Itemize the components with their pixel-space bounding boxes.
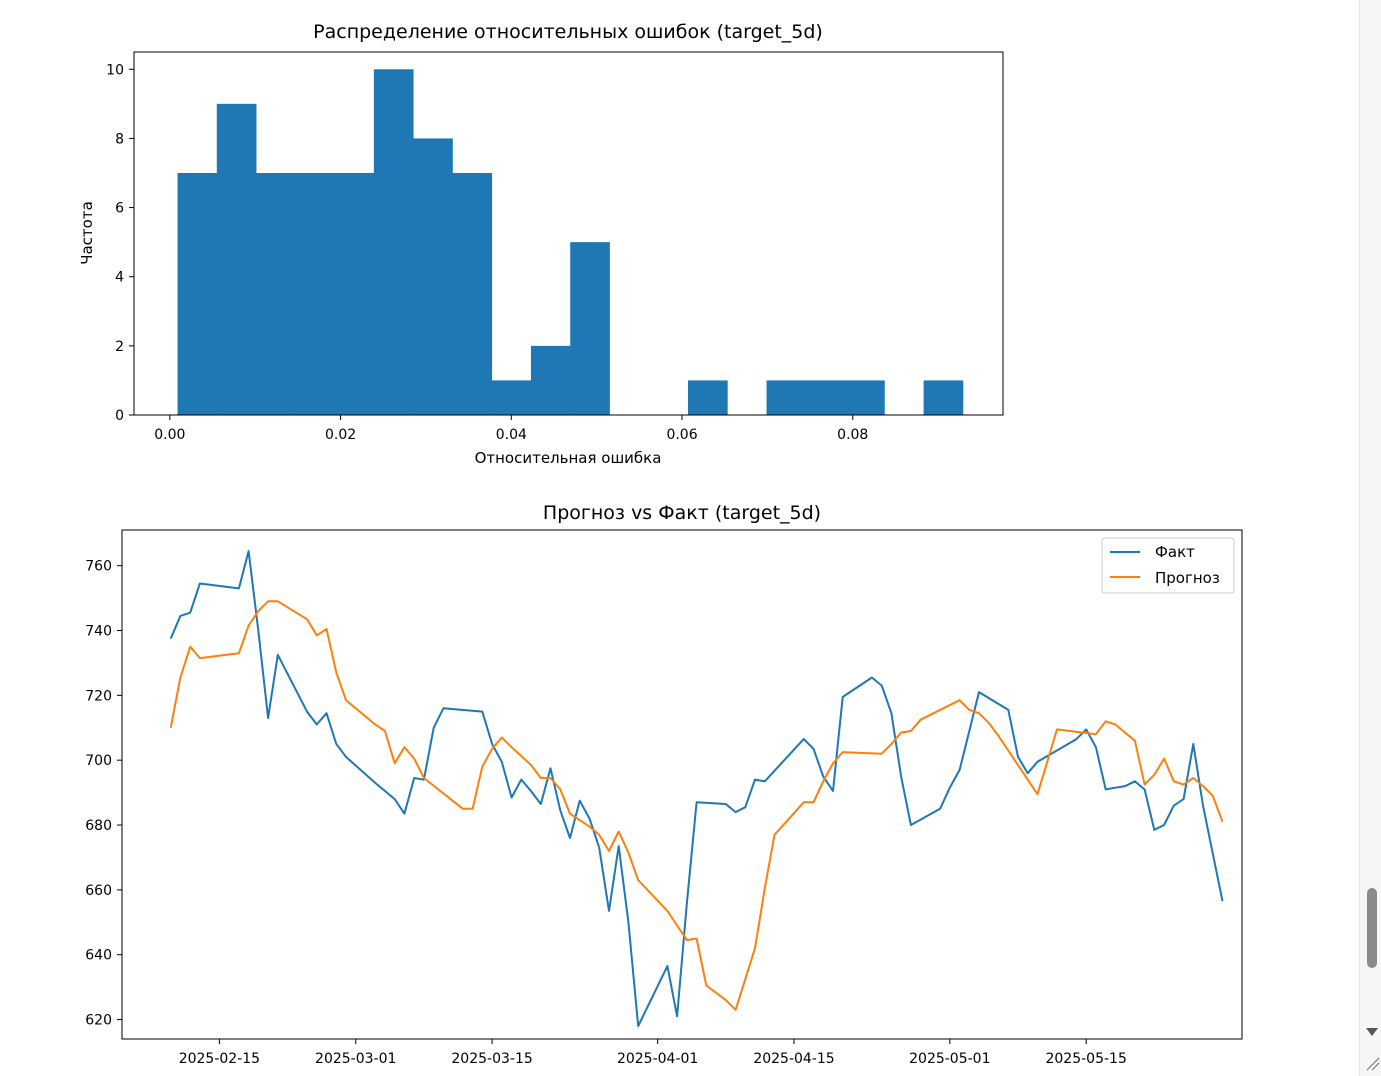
resize-grip-line-1 [1366, 1057, 1380, 1071]
line-chart-y-ticks: 620 640 660 680 700 720 740 760 [85, 559, 122, 1029]
histogram-y-tick-label: 2 [115, 339, 124, 355]
histogram-bar [766, 380, 807, 415]
histogram-bar [923, 380, 964, 415]
histogram-bar [295, 173, 336, 415]
histogram-y-tick-label: 0 [115, 408, 124, 424]
legend: Факт Прогноз [1101, 537, 1235, 594]
line-chart: Прогноз vs Факт (target_5d) 2025-02-15 20… [85, 502, 1243, 1067]
histogram-bars [177, 69, 964, 416]
histogram-chart: Распределение относительных ошибок (targ… [78, 21, 1004, 467]
line-chart-axes-frame [121, 529, 1243, 1040]
line-chart-x-tick-label: 2025-03-15 [451, 1051, 532, 1067]
histogram-bar [845, 380, 885, 415]
line-chart-y-tick-label: 680 [85, 818, 112, 834]
line-chart-x-ticks: 2025-02-15 2025-03-01 2025-03-15 2025-04-01… [179, 1039, 1127, 1067]
resize-grip-line-2 [1371, 1062, 1380, 1071]
legend-fact-label: Факт [1155, 543, 1195, 561]
series-line-forecast [169, 600, 1224, 1011]
line-chart-x-tick-label: 2025-04-01 [617, 1051, 698, 1067]
histogram-y-tick-label: 8 [115, 131, 124, 147]
line-chart-x-tick-label: 2025-02-15 [179, 1051, 260, 1067]
histogram-bar [530, 345, 571, 415]
legend-forecast-label: Прогноз [1155, 569, 1220, 587]
histogram-bar [570, 242, 610, 415]
histogram-axes-frame [133, 51, 1004, 416]
histogram-x-ticks: 0.00 0.02 0.04 0.06 0.08 [154, 415, 868, 443]
scroll-down-arrow-icon[interactable] [1366, 1028, 1378, 1036]
line-chart-y-tick-label: 620 [85, 1013, 112, 1029]
histogram-bar [491, 380, 532, 415]
histogram-bar [805, 380, 846, 415]
histogram-y-tick-label: 10 [106, 62, 124, 78]
line-chart-y-tick-label: 740 [85, 624, 112, 640]
histogram-y-tick-label: 4 [115, 270, 124, 286]
histogram-x-tick-label: 0.00 [154, 427, 185, 443]
line-chart-y-tick-label: 700 [85, 753, 112, 769]
histogram-bar [688, 380, 728, 415]
histogram-bar [177, 173, 218, 415]
line-chart-y-tick-label: 660 [85, 883, 112, 899]
line-chart-x-tick-label: 2025-03-01 [315, 1051, 396, 1067]
histogram-bar [452, 173, 493, 415]
line-chart-x-tick-label: 2025-04-15 [753, 1051, 834, 1067]
histogram-bar [413, 138, 453, 415]
line-chart-x-tick-label: 2025-05-01 [909, 1051, 990, 1067]
vertical-scrollbar[interactable] [1359, 0, 1381, 1076]
histogram-title: Распределение относительных ошибок (targ… [313, 21, 823, 43]
scrollbar-thumb[interactable] [1367, 888, 1377, 968]
histogram-bar [334, 173, 375, 415]
line-chart-y-tick-label: 720 [85, 688, 112, 704]
histogram-bar [216, 103, 257, 415]
histogram-y-ticks: 0 2 4 6 8 10 [106, 62, 134, 424]
line-chart-y-tick-label: 640 [85, 948, 112, 964]
histogram-x-tick-label: 0.06 [666, 427, 697, 443]
histogram-x-tick-label: 0.08 [837, 427, 868, 443]
line-chart-y-tick-label: 760 [85, 559, 112, 575]
resize-grip-icon[interactable] [1364, 1055, 1380, 1071]
histogram-x-label: Относительная ошибка [475, 449, 662, 467]
line-chart-title: Прогноз vs Факт (target_5d) [543, 502, 821, 524]
histogram-x-tick-label: 0.02 [325, 427, 356, 443]
histogram-y-tick-label: 6 [115, 201, 124, 217]
histogram-bar [373, 69, 414, 416]
histogram-bar [256, 173, 296, 415]
line-series-group [169, 550, 1224, 1027]
histogram-y-label: Частота [78, 201, 96, 265]
histogram-x-tick-label: 0.04 [496, 427, 527, 443]
line-chart-x-tick-label: 2025-05-15 [1045, 1051, 1126, 1067]
